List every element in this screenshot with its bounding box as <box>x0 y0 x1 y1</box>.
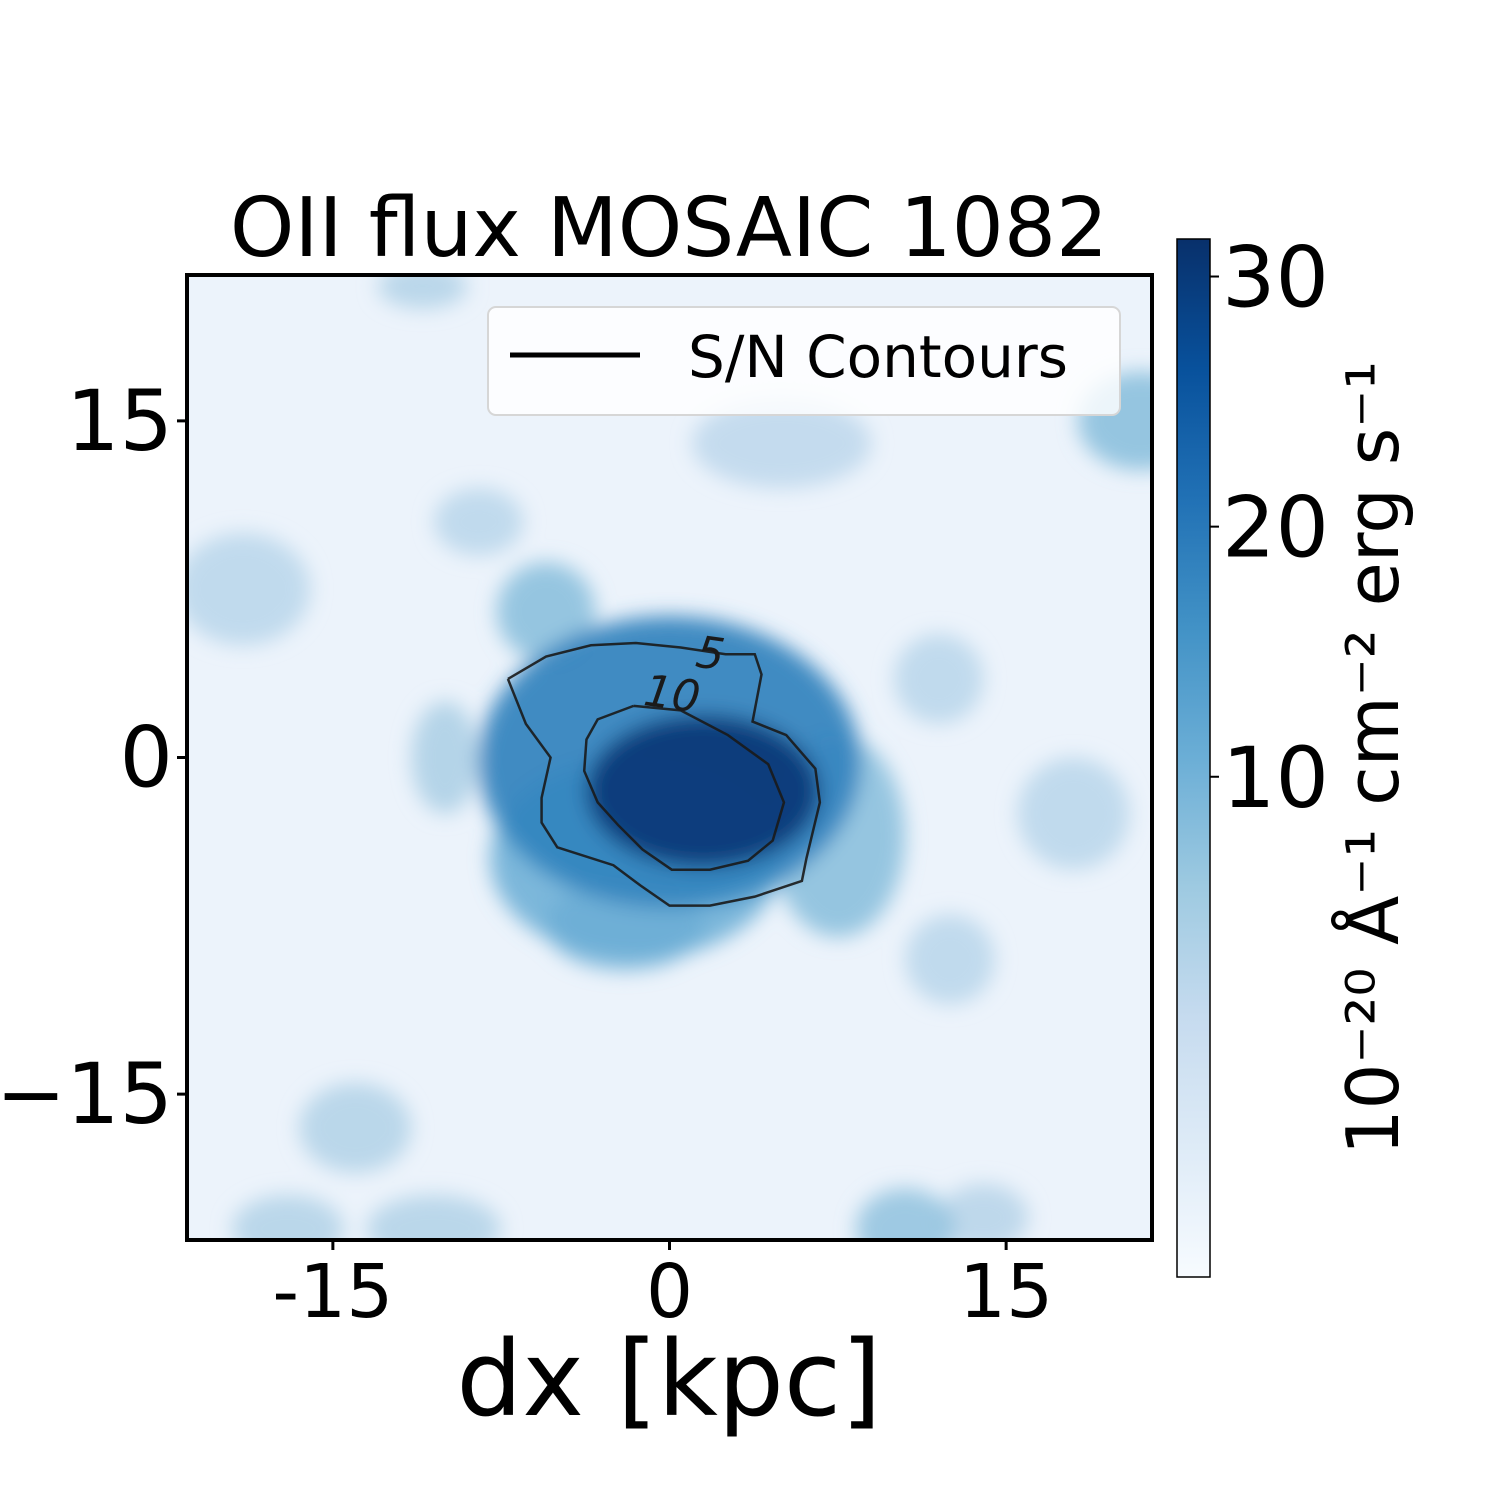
colorbar-label: 10⁻²⁰ Å⁻¹ cm⁻² erg s⁻¹ <box>1331 361 1415 1155</box>
y-axis: 15 0 −15 <box>0 372 187 1143</box>
heatmap-intensity <box>187 275 1152 1240</box>
y-tick-label: 0 <box>120 709 173 807</box>
colorbar-gradient <box>1176 238 1211 1278</box>
heatmap-blob <box>905 914 995 1005</box>
colorbar: 10 20 30 10⁻²⁰ Å⁻¹ cm⁻² erg s⁻¹ <box>1176 229 1415 1278</box>
y-tick-label: 15 <box>66 372 173 470</box>
heatmap-blob <box>187 533 311 646</box>
heatmap-blob <box>433 488 524 556</box>
x-axis: -15 0 15 <box>272 1240 1053 1335</box>
y-tick-label: −15 <box>0 1045 173 1143</box>
heatmap-blob <box>855 1188 955 1240</box>
colorbar-tick-label: 30 <box>1222 229 1329 327</box>
sn-contours: 510 <box>506 627 822 907</box>
heatmap-blob <box>231 1195 345 1240</box>
heatmap-blob <box>1017 757 1130 870</box>
heatmap-blob <box>586 714 820 868</box>
legend-box <box>487 306 1121 416</box>
x-tick-label: 15 <box>959 1249 1053 1335</box>
chart-title: OII flux MOSAIC 1082 <box>230 181 1108 276</box>
heatmap-blob <box>496 562 596 662</box>
heatmap-blob <box>691 398 872 489</box>
heatmap-blob <box>938 1183 1029 1240</box>
heatmap-blob <box>411 701 479 814</box>
contour-line-10 <box>582 704 786 871</box>
contour-label-10: 10 <box>641 665 704 723</box>
heatmap-blob <box>299 1082 412 1173</box>
colorbar-tick-label: 10 <box>1222 729 1329 827</box>
x-axis-label: dx [kpc] <box>456 1318 881 1440</box>
legend: S/N Contours <box>487 306 1121 416</box>
plot-area: 510 <box>187 275 1152 1240</box>
heatmap-blob <box>377 275 468 309</box>
x-tick-label: 0 <box>646 1249 693 1335</box>
heatmap-blob <box>893 634 984 724</box>
contour-line-5 <box>506 641 822 907</box>
heatmap-blob <box>366 1195 502 1240</box>
colorbar-tick-label: 20 <box>1222 479 1329 577</box>
legend-label: S/N Contours <box>688 323 1068 391</box>
colorbar-ticks: 10 20 30 <box>1210 229 1329 827</box>
x-tick-label: -15 <box>272 1249 393 1335</box>
